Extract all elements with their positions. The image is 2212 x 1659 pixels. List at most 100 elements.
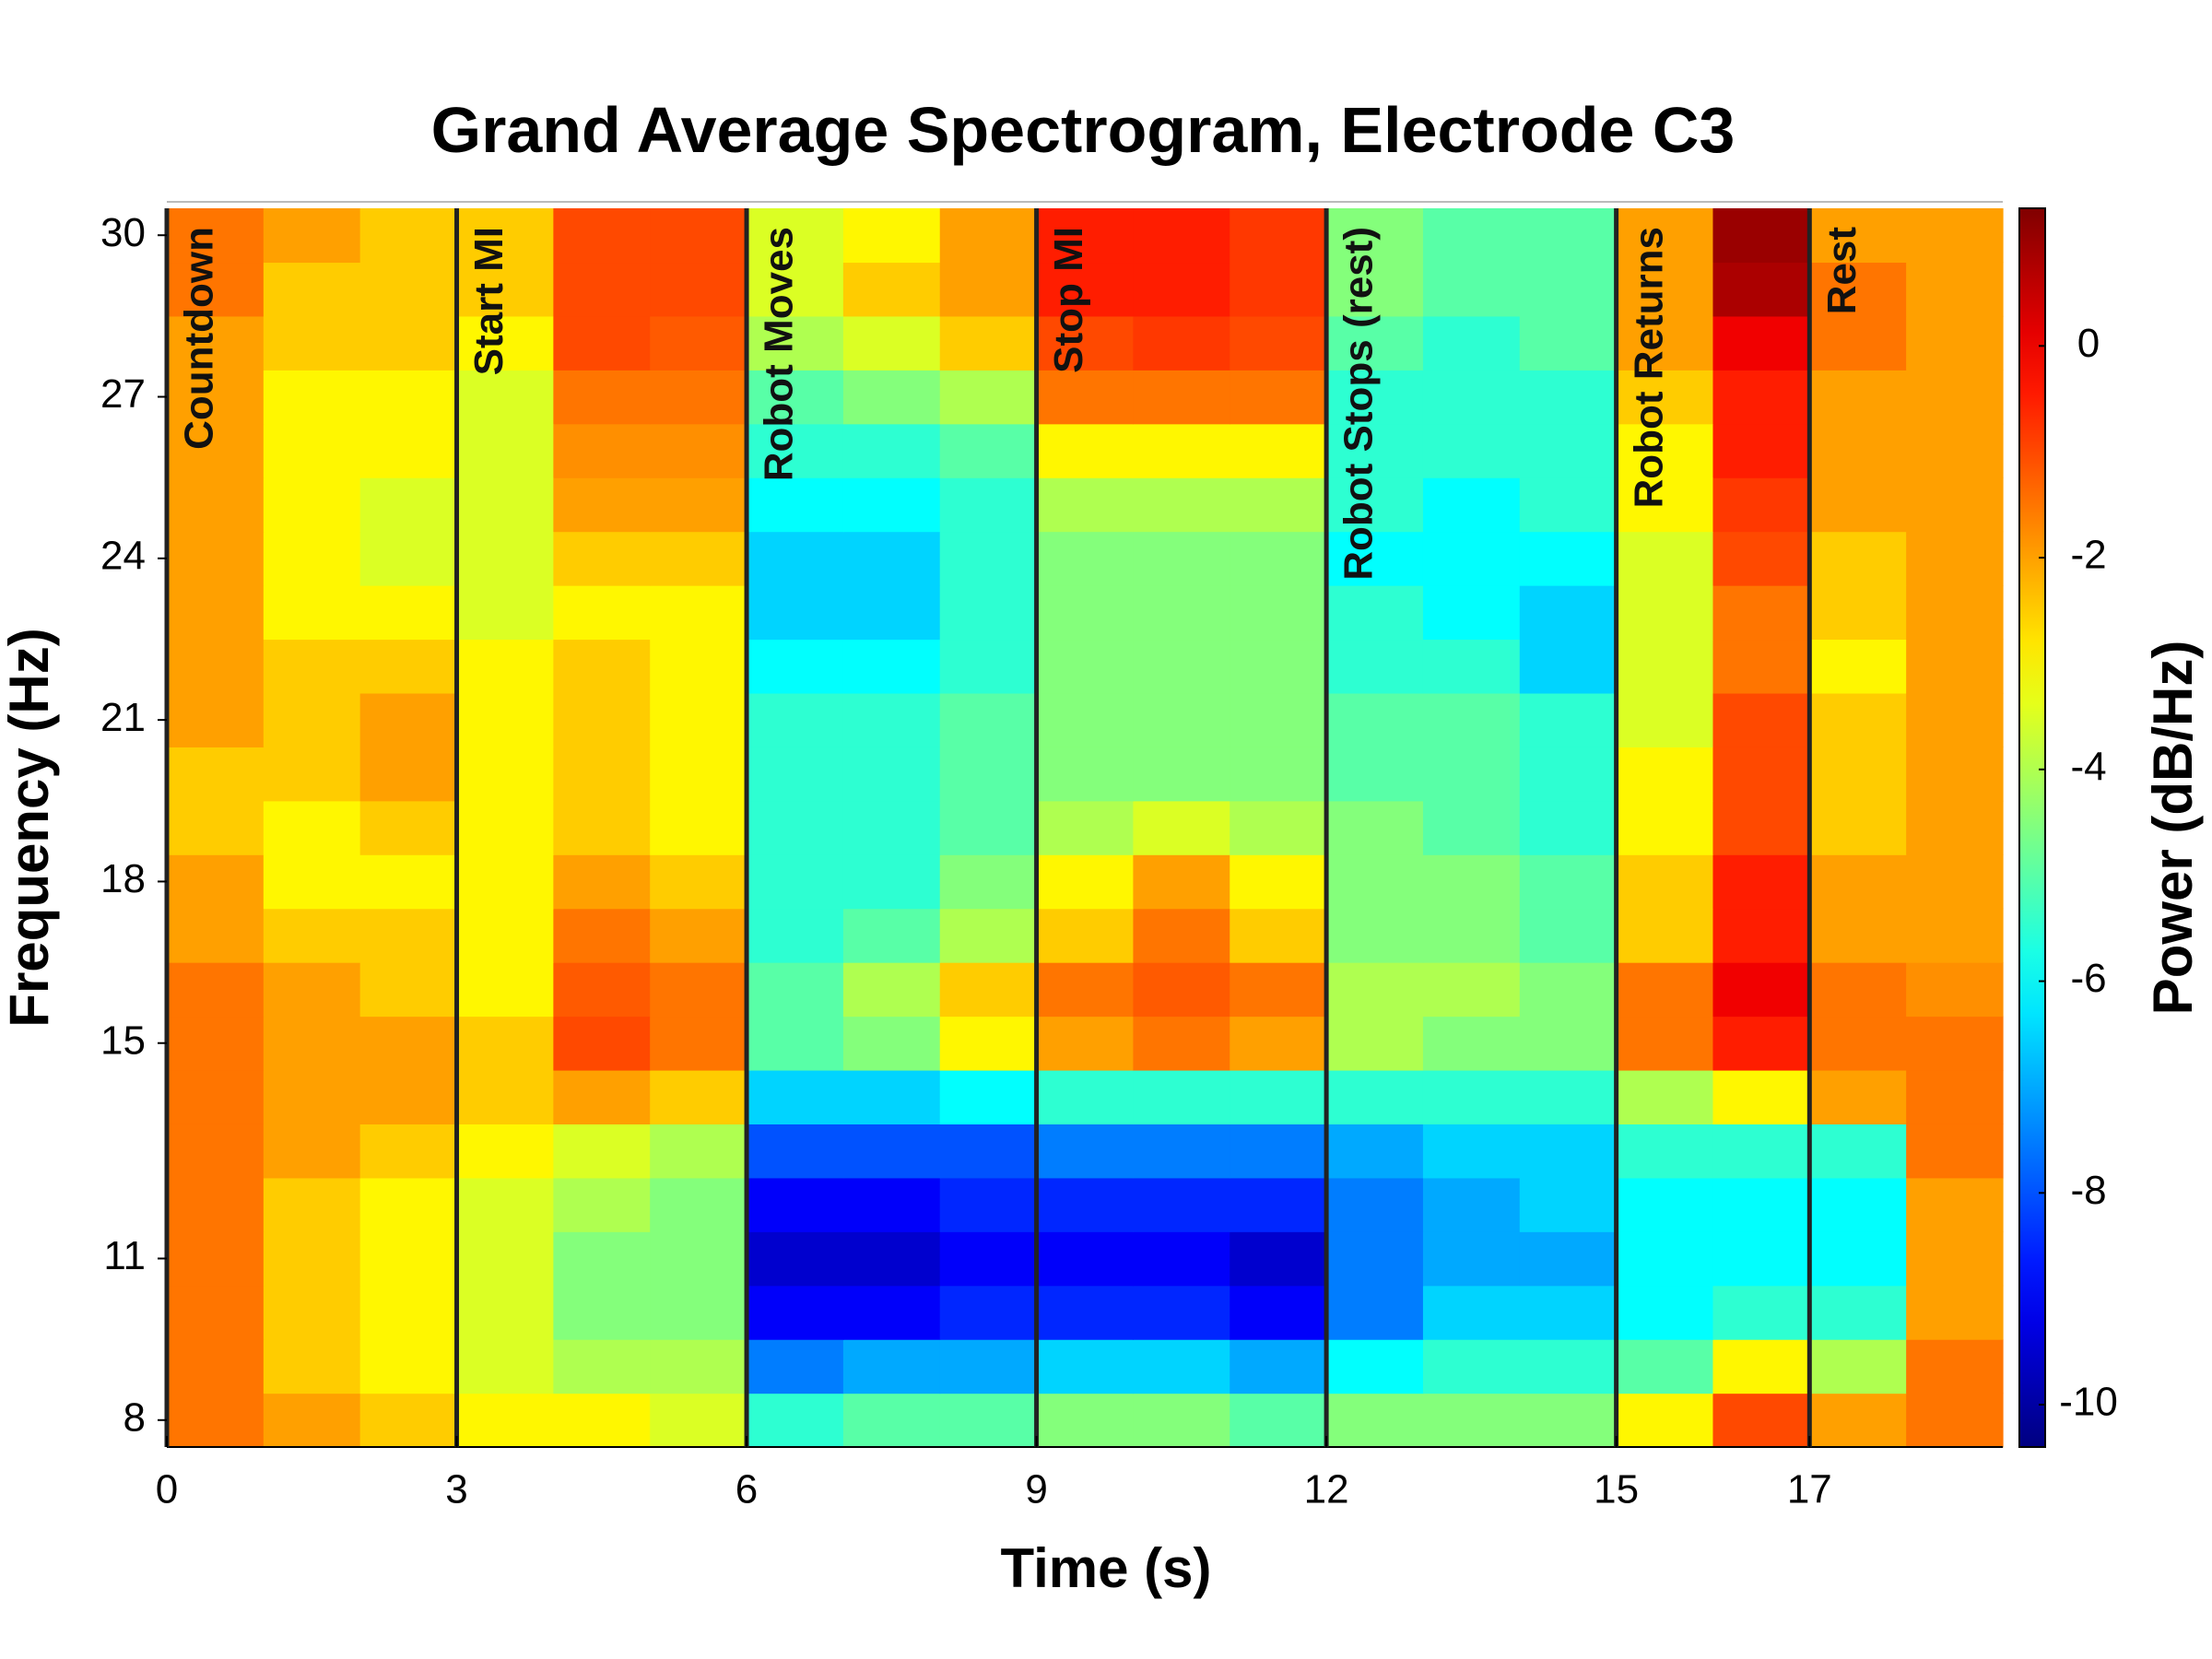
heatmap-cell xyxy=(842,585,941,641)
heatmap-cell xyxy=(650,639,747,694)
heatmap-cell xyxy=(1519,1231,1618,1287)
heatmap-cell xyxy=(456,800,554,855)
heatmap-cell xyxy=(939,639,1038,694)
heatmap-cell xyxy=(263,1339,361,1394)
heatmap-cell xyxy=(1809,854,1907,910)
heatmap-cell xyxy=(939,1393,1038,1448)
heatmap-cell xyxy=(1326,477,1424,533)
heatmap-cell xyxy=(1519,692,1618,747)
heatmap-cell xyxy=(553,800,651,855)
heatmap-cell xyxy=(1326,1393,1424,1448)
heatmap-cell xyxy=(1906,692,2004,747)
heatmap-cell xyxy=(456,1177,554,1232)
heatmap-cell xyxy=(1326,1177,1424,1232)
heatmap-cell xyxy=(167,747,265,802)
heatmap-cell xyxy=(263,531,361,586)
heatmap-cell xyxy=(1422,1069,1521,1124)
heatmap-cell xyxy=(939,1069,1038,1124)
heatmap-cell xyxy=(359,370,458,425)
heatmap-cell xyxy=(1230,962,1327,1018)
heatmap-cell xyxy=(359,1124,458,1179)
heatmap-cell xyxy=(650,531,747,586)
heatmap-cell xyxy=(1712,1393,1810,1448)
heatmap-cell xyxy=(1133,1016,1230,1071)
heatmap-cell xyxy=(842,1177,941,1232)
heatmap-cell xyxy=(167,208,265,264)
heatmap-cell xyxy=(939,854,1038,910)
heatmap-cell xyxy=(1616,531,1714,586)
heatmap-cell xyxy=(1326,1285,1424,1340)
heatmap-cell xyxy=(263,585,361,641)
heatmap-cell xyxy=(1422,1177,1521,1232)
heatmap-cell xyxy=(553,962,651,1018)
heatmap-cell xyxy=(359,1393,458,1448)
heatmap-cell xyxy=(939,962,1038,1018)
heatmap-cell xyxy=(553,262,651,317)
heatmap-cell xyxy=(553,1231,651,1287)
heatmap-cell xyxy=(1036,423,1135,478)
heatmap-cell xyxy=(650,423,747,478)
heatmap-cell xyxy=(167,692,265,747)
heatmap-cell xyxy=(1906,208,2004,264)
heatmap-cell xyxy=(1906,747,2004,802)
heatmap-cell xyxy=(842,1285,941,1340)
heatmap-cell xyxy=(939,1231,1038,1287)
heatmap-cell xyxy=(1906,423,2004,478)
heatmap-cell xyxy=(1712,800,1810,855)
heatmap-cell xyxy=(939,908,1038,963)
heatmap-cell xyxy=(553,585,651,641)
heatmap-cell xyxy=(1616,854,1714,910)
heatmap-cell xyxy=(939,370,1038,425)
heatmap-cell xyxy=(1326,692,1424,747)
heatmap-cell xyxy=(263,1177,361,1232)
heatmap-cell xyxy=(167,315,265,371)
heatmap-cell xyxy=(456,1231,554,1287)
heatmap-cell xyxy=(167,639,265,694)
heatmap-cell xyxy=(1616,800,1714,855)
heatmap-cell xyxy=(1036,1339,1135,1394)
heatmap-cell xyxy=(1326,962,1424,1018)
heatmap-cell xyxy=(1906,1285,2004,1340)
heatmap-cell xyxy=(456,1393,554,1448)
heatmap-cell xyxy=(1036,477,1135,533)
heatmap-cell xyxy=(1133,1285,1230,1340)
heatmap-cell xyxy=(939,208,1038,264)
heatmap-cell xyxy=(1036,531,1135,586)
heatmap-cell xyxy=(359,1231,458,1287)
heatmap-cell xyxy=(1133,1393,1230,1448)
heatmap-cell xyxy=(747,1393,844,1448)
heatmap-cell xyxy=(1906,585,2004,641)
heatmap-cell xyxy=(1133,1177,1230,1232)
heatmap-cell xyxy=(1809,370,1907,425)
heatmap-cell xyxy=(1519,747,1618,802)
heatmap xyxy=(167,208,2004,1448)
x-tick-label: 3 xyxy=(445,1467,467,1512)
heatmap-cell xyxy=(456,1016,554,1071)
heatmap-cell xyxy=(1036,1069,1135,1124)
heatmap-cell xyxy=(167,1393,265,1448)
heatmap-cell xyxy=(1616,1069,1714,1124)
heatmap-cell xyxy=(747,423,844,478)
heatmap-cell xyxy=(1036,208,1135,264)
heatmap-cell xyxy=(359,747,458,802)
heatmap-cell xyxy=(359,585,458,641)
heatmap-cell xyxy=(1230,854,1327,910)
heatmap-cell xyxy=(1519,262,1618,317)
heatmap-cell xyxy=(939,1124,1038,1179)
heatmap-cell xyxy=(939,692,1038,747)
heatmap-cell xyxy=(939,585,1038,641)
event-label: Start MI xyxy=(466,227,512,375)
heatmap-cell xyxy=(842,747,941,802)
heatmap-cell xyxy=(1519,370,1618,425)
event-label: Robot Returns xyxy=(1626,227,1671,509)
heatmap-cell xyxy=(1809,208,1907,264)
heatmap-cell xyxy=(1036,639,1135,694)
heatmap-cell xyxy=(842,1069,941,1124)
heatmap-cell xyxy=(1326,1069,1424,1124)
heatmap-cell xyxy=(553,692,651,747)
heatmap-cell xyxy=(167,477,265,533)
heatmap-cell xyxy=(1616,1393,1714,1448)
heatmap-cell xyxy=(1906,262,2004,317)
heatmap-cell xyxy=(1422,962,1521,1018)
heatmap-cell xyxy=(167,531,265,586)
